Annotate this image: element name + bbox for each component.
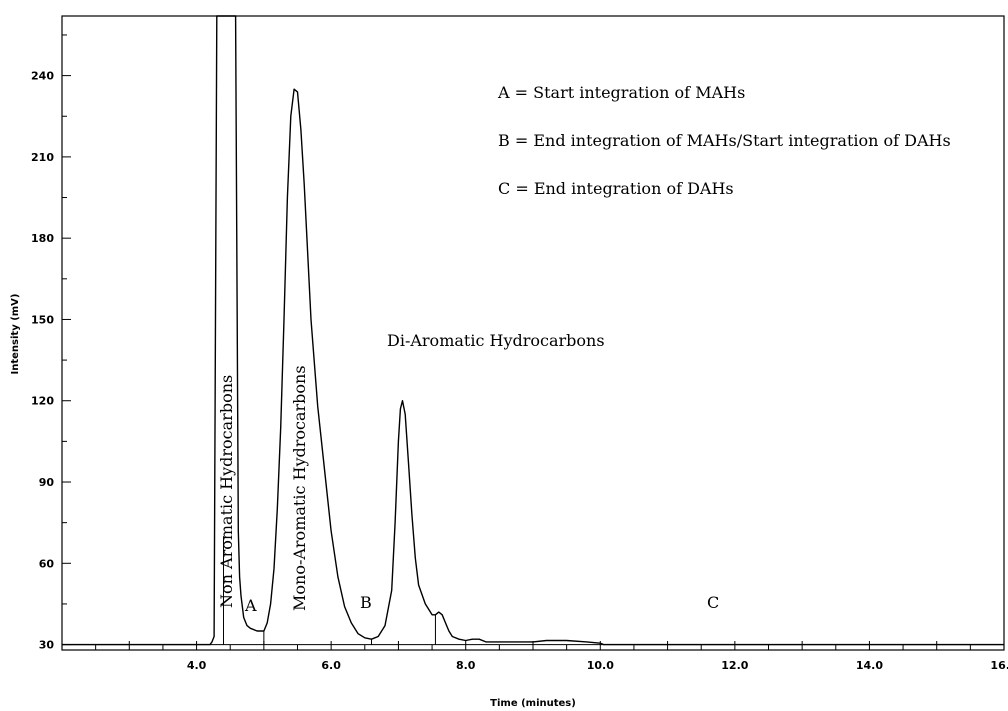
y-tick-label: 30: [39, 639, 55, 652]
x-tick-label: 14.0: [856, 659, 883, 672]
x-tick-label: 8.0: [456, 659, 476, 672]
x-tick-label: 6.0: [321, 659, 341, 672]
y-tick-label: 180: [31, 232, 54, 245]
legend-line-a: A = Start integration of MAHs: [497, 83, 745, 102]
marker-a: A: [244, 596, 257, 615]
y-tick-label: 150: [31, 313, 54, 326]
marker-b: B: [360, 593, 372, 612]
x-tick-label: 12.0: [721, 659, 748, 672]
di-aromatic-label: Di-Aromatic Hydrocarbons: [387, 331, 605, 350]
x-tick-label: 10.0: [587, 659, 614, 672]
y-tick-label: 120: [31, 395, 54, 408]
mono-aromatic-label: Mono-Aromatic Hydrocarbons: [290, 365, 309, 611]
y-axis-title: Intensity (mV): [10, 294, 21, 375]
marker-c: C: [707, 593, 719, 612]
y-tick-label: 210: [31, 151, 54, 164]
x-axis-title: Time (minutes): [490, 698, 576, 709]
y-tick-label: 90: [39, 476, 55, 489]
marks-layer: 4.0 6.0 8.0 10.0 12.0 14.0 16.0 30 60 90 120 150 180…: [31, 15, 1008, 672]
y-tick-label: 240: [31, 70, 54, 83]
legend-line-b: B = End integration of MAHs/Start integr…: [498, 131, 951, 150]
y-tick-label: 60: [39, 557, 55, 570]
legend-line-c: C = End integration of DAHs: [498, 179, 734, 198]
non-aromatic-label: Non Aromatic Hydrocarbons: [217, 375, 236, 608]
x-tick-label: 4.0: [187, 659, 207, 672]
x-tick-label: 16.0: [990, 659, 1008, 672]
chromatogram-line: [62, 15, 1004, 646]
